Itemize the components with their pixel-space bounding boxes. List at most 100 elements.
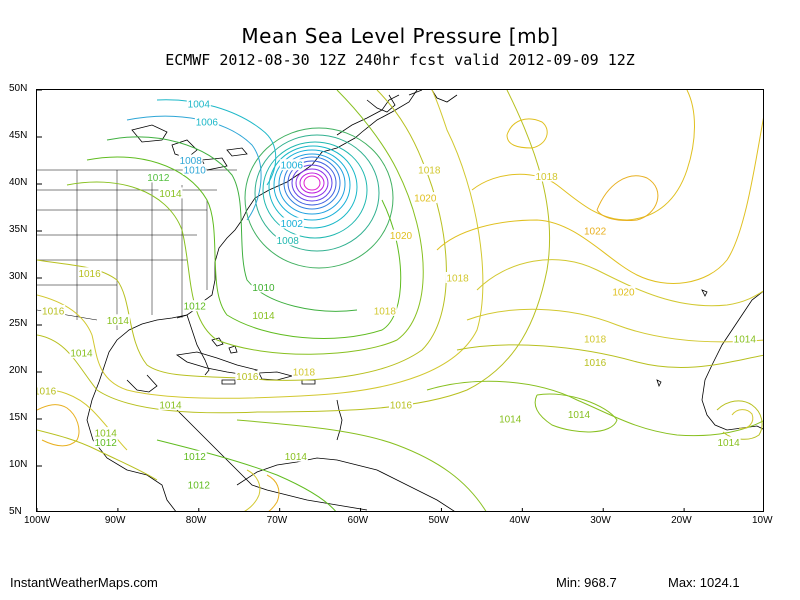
contour-label: 1012 [188, 480, 211, 491]
contour-label-bg [583, 333, 608, 345]
lat-tick-label: 30N [9, 271, 28, 282]
contour-label: 1010 [252, 283, 275, 294]
contour-label-bg [158, 187, 183, 199]
contour-label: 1012 [184, 302, 207, 313]
contour-label: 1016 [584, 358, 607, 369]
contour-label: 1018 [293, 368, 316, 379]
contour-label: 1014 [107, 316, 130, 327]
contour-label-bg [186, 98, 211, 110]
contour-label: 1016 [236, 372, 259, 383]
contour-label-bg [37, 384, 58, 396]
contour-label: 1002 [281, 219, 304, 230]
lon-tick-label: 100W [24, 515, 51, 526]
lon-tick-label: 90W [104, 515, 126, 526]
contour-label: 1006 [196, 117, 219, 128]
contour-label-bg [182, 163, 207, 175]
map-canvas: 1004100610081010101210141006100210081010… [37, 90, 763, 511]
lat-tick-label: 25N [9, 318, 28, 329]
lat-tick-label: 15N [9, 412, 28, 423]
contour-label: 1014 [70, 349, 93, 360]
contour-label-bg [146, 171, 171, 183]
contour-label-bg [77, 267, 102, 279]
lat-tick-label: 40N [9, 177, 28, 188]
contour-label-bg [186, 478, 211, 490]
contour-label-bg [93, 427, 118, 439]
lat-tick-label: 5N [9, 506, 22, 517]
contour-label: 1016 [390, 400, 413, 411]
contour-label-bg [413, 192, 438, 204]
lat-tick-label: 50N [9, 83, 28, 94]
contour-label-bg [611, 286, 636, 298]
contour-label-bg [279, 159, 304, 171]
contour-label-bg [445, 272, 470, 283]
contour-label-bg [716, 436, 741, 448]
contour-label-bg [389, 229, 413, 241]
contour-label: 1006 [281, 161, 304, 172]
contour-label: 1018 [584, 335, 607, 346]
contour-label: 1004 [188, 100, 211, 111]
contour-label: 1022 [584, 227, 607, 238]
contour-label: 1016 [42, 306, 65, 317]
contour-label-bg [372, 304, 397, 316]
map-subtitle: ECMWF 2012-08-30 12Z 240hr fcst valid 20… [165, 51, 635, 69]
isobar-lines [37, 90, 763, 511]
contour-label-bg [251, 281, 276, 293]
contour-label: 1018 [418, 165, 441, 176]
lon-tick-label: 70W [266, 515, 288, 526]
contour-label-bg [583, 356, 608, 368]
contour-label-bg [389, 398, 413, 410]
contour-label: 1020 [612, 288, 635, 299]
contour-label: 1008 [277, 236, 300, 247]
contour-label-bg [417, 163, 442, 175]
contour-label-bg [41, 304, 66, 316]
lon-tick-label: 50W [428, 515, 449, 526]
contour-label-bg [498, 413, 523, 424]
lat-tick-label: 35N [9, 224, 28, 235]
contour-label-bg [283, 450, 308, 462]
contour-label-bg [69, 347, 94, 359]
contour-label: 1014 [285, 452, 308, 463]
contour-label-bg [583, 225, 608, 236]
contour-label: 1016 [78, 269, 101, 280]
lon-tick-label: 80W [185, 515, 207, 526]
contour-label-bg [105, 314, 130, 326]
contour-labels: 1004100610081010101210141006100210081010… [37, 98, 757, 491]
contour-label-bg [182, 450, 207, 462]
lat-tick-label: 10N [9, 459, 28, 470]
minimum-pressure: Min: 968.7 [556, 575, 617, 590]
contour-label-bg [182, 300, 207, 312]
pressure-map: 1004 1006 1008 1010 1012 1014 1006 1002 1008 1010… [36, 89, 764, 512]
contour-label-bg [275, 234, 300, 246]
contour-label: 1020 [414, 194, 437, 205]
contour-label: 1014 [159, 189, 182, 200]
state-boundaries [37, 169, 237, 330]
contour-label-bg [194, 115, 219, 127]
contour-label: 1018 [535, 172, 558, 183]
contour-label: 1018 [374, 306, 397, 317]
contour-label: 1018 [446, 274, 469, 285]
contour-label-bg [732, 333, 757, 345]
contour-label: 1020 [390, 231, 413, 242]
lat-tick-label: 45N [9, 130, 28, 141]
contour-label: 1014 [159, 400, 182, 411]
contour-label-bg [279, 217, 304, 229]
contour-label: 1014 [252, 311, 275, 322]
contour-label-bg [158, 398, 183, 410]
contour-label: 1016 [37, 386, 57, 397]
contour-label: 1014 [95, 429, 118, 440]
contour-label: 1014 [568, 410, 591, 421]
maximum-pressure: Max: 1024.1 [668, 575, 740, 590]
lon-tick-label: 60W [347, 515, 369, 526]
lon-tick-label: 30W [590, 515, 611, 526]
lon-tick-label: 40W [509, 515, 530, 526]
contour-label: 1012 [184, 452, 207, 463]
contour-label: 1008 [180, 156, 203, 167]
lat-tick-label: 20N [9, 365, 28, 376]
contour-label: 1014 [499, 415, 522, 426]
map-title: Mean Sea Level Pressure [mb] [241, 24, 559, 48]
contour-label-bg [235, 370, 260, 382]
contour-label: 1014 [734, 335, 757, 346]
axis-ticks [37, 90, 685, 511]
contour-label: 1014 [717, 438, 740, 449]
contour-label-bg [566, 408, 591, 420]
